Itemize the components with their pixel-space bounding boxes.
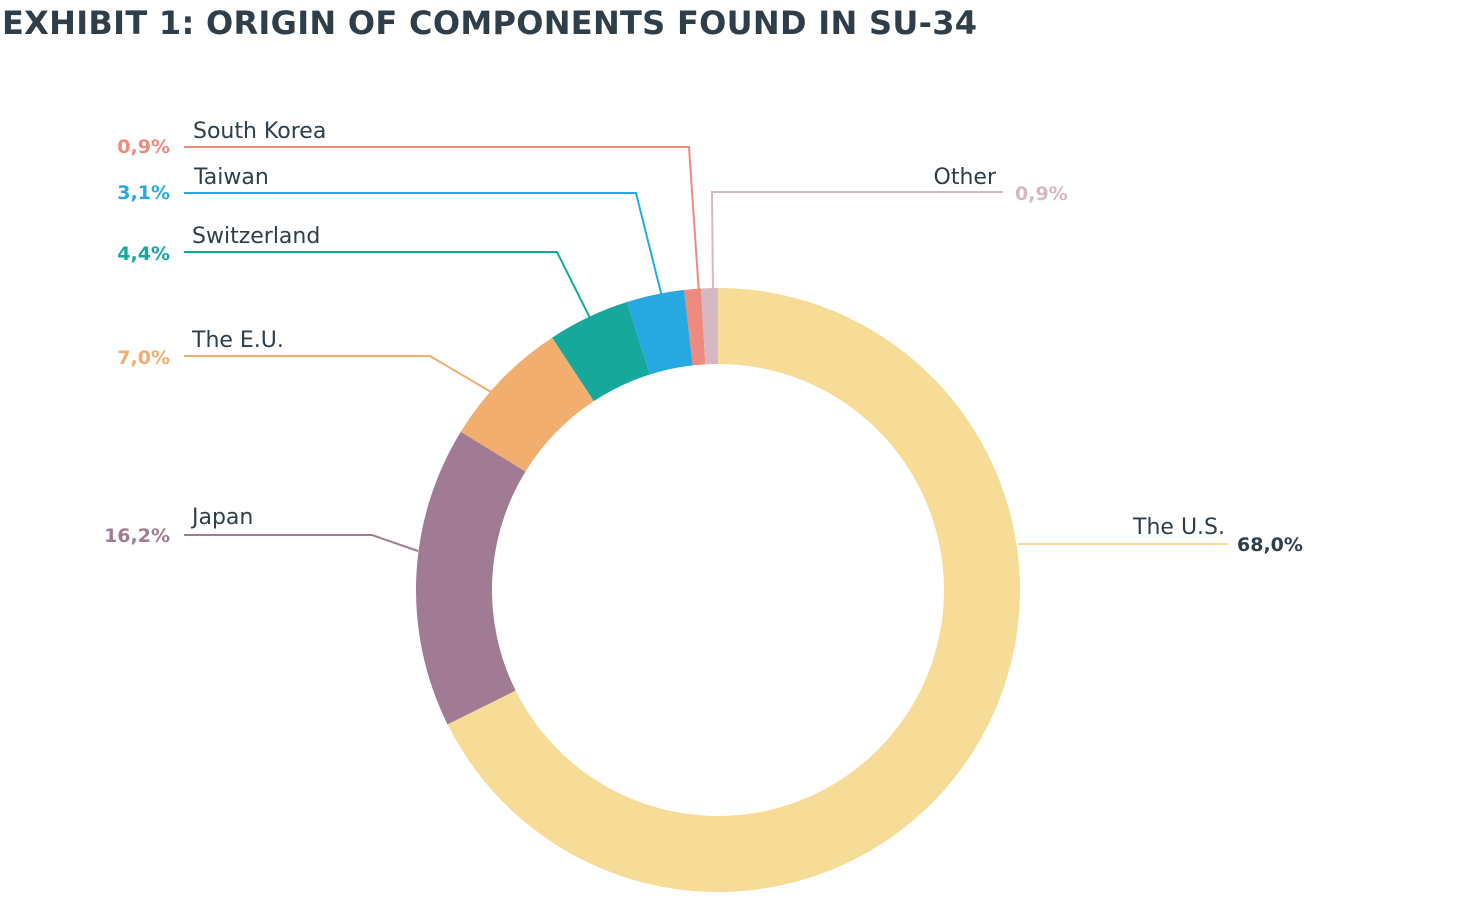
leader-line-taiwan bbox=[184, 192, 663, 298]
slice-label-switzerland: Switzerland bbox=[192, 224, 320, 249]
leader-line-other bbox=[710, 191, 1003, 295]
donut-slices bbox=[416, 288, 1020, 893]
chart-title: EXHIBIT 1: ORIGIN OF COMPONENTS FOUND IN… bbox=[2, 4, 978, 42]
slice-label-japan: Japan bbox=[190, 505, 253, 530]
slice-label-taiwan: Taiwan bbox=[193, 165, 269, 190]
leader-line-the-e-u bbox=[184, 355, 492, 393]
slice-switzerland bbox=[552, 302, 650, 402]
leader-line-japan bbox=[184, 534, 419, 552]
slice-labels: The U.S. 68,0% Japan 16,2% The E.U. 7,0% Switz… bbox=[104, 119, 1303, 556]
slice-label-south-korea: South Korea bbox=[193, 119, 326, 144]
slice-value-the-e-u: 7,0% bbox=[117, 347, 170, 369]
slice-value-the-u-s: 68,0% bbox=[1237, 534, 1303, 556]
slice-other bbox=[701, 288, 718, 365]
slice-value-japan: 16,2% bbox=[104, 525, 170, 547]
slice-south-korea bbox=[684, 288, 706, 366]
leader-line-south-korea bbox=[184, 146, 700, 295]
slice-label-the-e-u: The E.U. bbox=[191, 328, 284, 353]
slice-value-switzerland: 4,4% bbox=[117, 243, 170, 265]
slice-japan bbox=[416, 431, 526, 725]
slice-value-other: 0,9% bbox=[1015, 183, 1068, 205]
leader-lines bbox=[184, 146, 1228, 552]
slice-value-south-korea: 0,9% bbox=[117, 136, 170, 158]
slice-taiwan bbox=[626, 289, 693, 375]
slice-label-the-u-s: The U.S. bbox=[1132, 515, 1225, 540]
slice-the-e-u bbox=[460, 337, 594, 472]
slice-value-taiwan: 3,1% bbox=[117, 182, 170, 204]
leader-line-switzerland bbox=[184, 251, 591, 319]
slice-label-other: Other bbox=[934, 165, 997, 190]
